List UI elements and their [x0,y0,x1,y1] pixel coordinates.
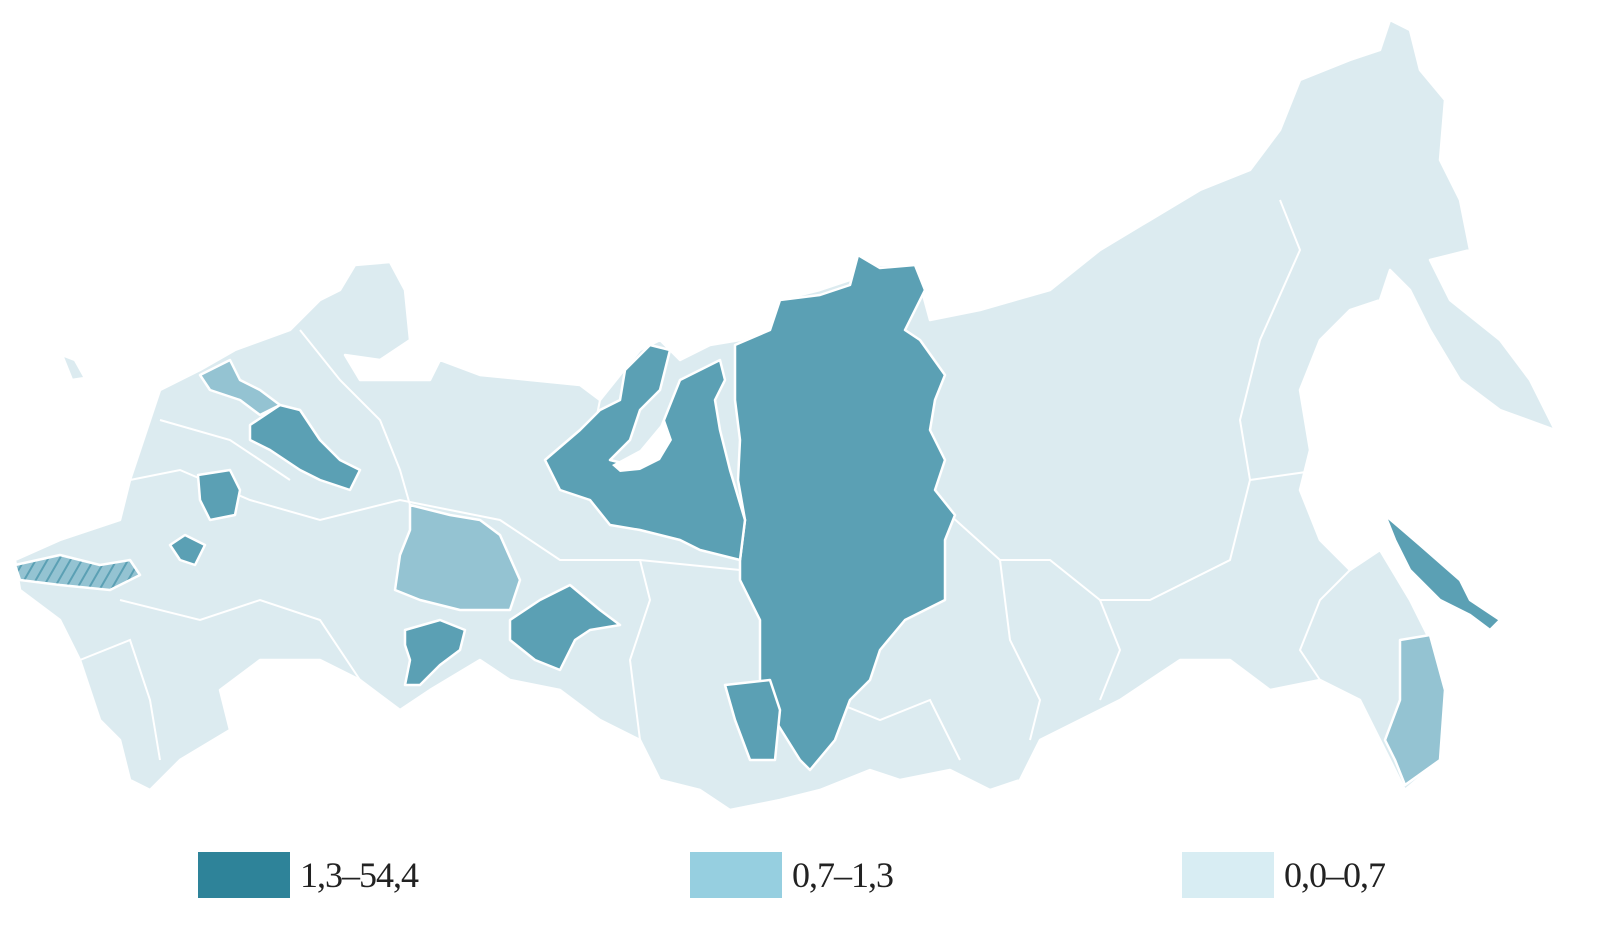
region-border [79,638,161,761]
gulf-water [612,420,672,472]
region-high-siberia [508,583,622,672]
region-hatched-west [13,553,142,592]
legend-label-high: 1,3–54,4 [300,855,419,895]
region-high-south-siberia [723,678,782,762]
region-border [159,419,291,481]
legend-item-medium: 0,7–1,3 [690,852,894,898]
region-high-volga [403,618,467,687]
legend-label-low: 0,0–0,7 [1284,855,1386,895]
region-high-small [168,533,207,567]
legend-item-high: 1,3–54,4 [198,852,419,898]
region-border [299,329,411,506]
legend-item-low: 0,0–0,7 [1182,852,1386,898]
legend-swatch-high [198,852,290,898]
region-high-central [196,468,242,522]
legend-swatch-medium [690,852,782,898]
region-border [628,559,652,741]
region-border [999,559,1042,741]
region-border [119,598,361,681]
region-high-sakhalin [1383,513,1502,632]
region-border [1298,569,1351,681]
region-medium-urals [393,503,522,612]
region-high-krasnoyarsk [733,253,957,772]
region-high-northwest [248,403,362,492]
legend-label-medium: 0,7–1,3 [792,855,894,895]
legend-swatch-low [1182,852,1274,898]
region-border [1249,389,1322,481]
region-border [829,698,961,761]
region-low-island [60,353,87,382]
region-medium-north [198,358,282,417]
region-medium-primorye [1383,633,1447,787]
choropleth-map [13,18,1557,812]
region-border [1099,599,1122,701]
region-border [949,199,1302,601]
